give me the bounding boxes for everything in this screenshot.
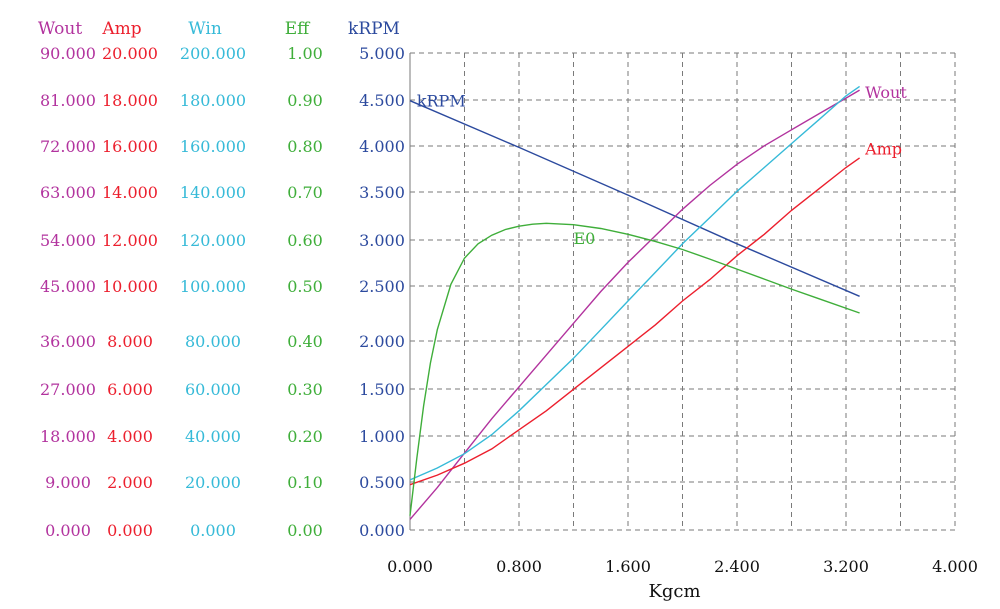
tick-label-eff: 0.30 — [287, 380, 323, 399]
x-tick-label: 1.600 — [605, 557, 651, 576]
series-line-wout — [409, 89, 860, 520]
tick-label-krpm: 5.000 — [359, 44, 405, 63]
tick-label-wout: 0.000 — [45, 521, 91, 540]
tick-label-amp: 18.000 — [102, 91, 158, 110]
tick-label-krpm: 0.500 — [359, 473, 405, 492]
tick-label-wout: 9.000 — [45, 473, 91, 492]
axis-header-amp: Amp — [101, 19, 141, 39]
series-annotation: E0 — [574, 229, 596, 248]
tick-label-win: 100.000 — [180, 277, 246, 296]
tick-label-win: 160.000 — [180, 137, 246, 156]
tick-label-amp: 6.000 — [107, 380, 153, 399]
x-tick-label: 0.000 — [387, 557, 433, 576]
series-line-krpm — [409, 100, 860, 297]
tick-label-win: 200.000 — [180, 44, 246, 63]
x-tick-label: 4.000 — [932, 557, 978, 576]
tick-label-amp: 10.000 — [102, 277, 158, 296]
tick-label-wout: 36.000 — [40, 332, 96, 351]
tick-label-krpm: 4.000 — [359, 137, 405, 156]
tick-label-win: 40.000 — [185, 427, 241, 446]
series-annotation: Wout — [865, 83, 907, 102]
axis-header-wout: Wout — [38, 19, 83, 39]
tick-label-eff: 0.90 — [287, 91, 323, 110]
tick-label-win: 80.000 — [185, 332, 241, 351]
tick-label-eff: 0.20 — [287, 427, 323, 446]
axis-header-eff: Eff — [285, 19, 311, 39]
series-line-amp — [409, 157, 861, 486]
series-annotation: Amp — [864, 139, 902, 158]
tick-label-krpm: 1.000 — [359, 427, 405, 446]
tick-label-eff: 0.60 — [287, 231, 323, 250]
tick-label-krpm: 0.000 — [359, 521, 405, 540]
tick-label-amp: 12.000 — [102, 231, 158, 250]
tick-label-wout: 72.000 — [40, 137, 96, 156]
tick-label-win: 140.000 — [180, 183, 246, 202]
tick-label-wout: 81.000 — [40, 91, 96, 110]
tick-label-amp: 14.000 — [102, 183, 158, 202]
tick-label-krpm: 3.500 — [359, 183, 405, 202]
x-tick-label: 3.200 — [823, 557, 869, 576]
tick-label-eff: 0.70 — [287, 183, 323, 202]
tick-label-win: 0.000 — [190, 521, 236, 540]
tick-label-wout: 54.000 — [40, 231, 96, 250]
x-tick-label: 2.400 — [714, 557, 760, 576]
series-line-win — [409, 85, 861, 481]
tick-label-amp: 16.000 — [102, 137, 158, 156]
tick-label-krpm: 3.000 — [359, 231, 405, 250]
tick-label-wout: 27.000 — [40, 380, 96, 399]
tick-label-amp: 20.000 — [102, 44, 158, 63]
tick-label-wout: 63.000 — [40, 183, 96, 202]
tick-label-krpm: 2.000 — [359, 332, 405, 351]
tick-label-win: 120.000 — [180, 231, 246, 250]
axis-header-krpm: kRPM — [348, 19, 400, 39]
tick-label-win: 20.000 — [185, 473, 241, 492]
tick-label-krpm: 1.500 — [359, 380, 405, 399]
tick-label-eff: 0.40 — [287, 332, 323, 351]
tick-label-wout: 45.000 — [40, 277, 96, 296]
tick-label-krpm: 2.500 — [359, 277, 405, 296]
tick-label-amp: 0.000 — [107, 521, 153, 540]
tick-label-eff: 0.10 — [287, 473, 323, 492]
series-line-eff — [409, 222, 860, 516]
tick-label-krpm: 4.500 — [359, 91, 405, 110]
tick-label-amp: 8.000 — [107, 332, 153, 351]
tick-label-eff: 1.00 — [287, 44, 323, 63]
tick-label-wout: 90.000 — [40, 44, 96, 63]
axis-header-win: Win — [188, 19, 222, 39]
tick-label-eff: 0.00 — [287, 521, 323, 540]
tick-label-wout: 18.000 — [40, 427, 96, 446]
tick-label-win: 180.000 — [180, 91, 246, 110]
tick-label-eff: 0.80 — [287, 137, 323, 156]
tick-label-eff: 0.50 — [287, 277, 323, 296]
tick-label-amp: 2.000 — [107, 473, 153, 492]
tick-label-win: 60.000 — [185, 380, 241, 399]
series-annotation: kRPM — [417, 91, 466, 110]
tick-label-amp: 4.000 — [107, 427, 153, 446]
x-axis-label: Kgcm — [648, 581, 700, 602]
x-tick-label: 0.800 — [496, 557, 542, 576]
